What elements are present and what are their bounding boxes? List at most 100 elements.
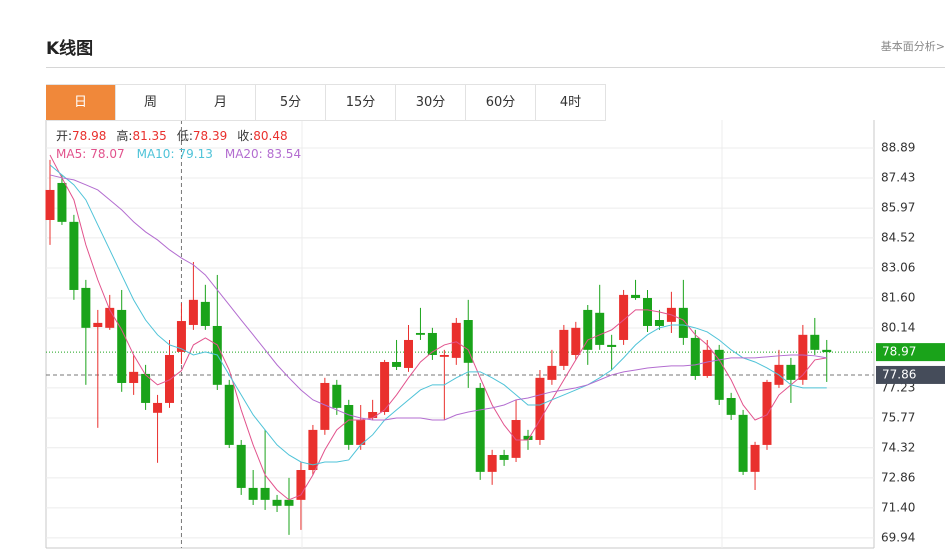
- y-tick-label: 75.77: [881, 410, 915, 424]
- candle-body: [439, 354, 449, 357]
- ohlc-value: 80.48: [253, 129, 287, 143]
- candle-body: [595, 312, 605, 345]
- candle-body: [702, 349, 712, 376]
- ohlc-label: 开:: [56, 129, 72, 143]
- ohlc-value: 81.35: [132, 129, 166, 143]
- period-tab[interactable]: 月: [186, 85, 256, 120]
- candle-body: [320, 382, 330, 430]
- ohlc-value: 78.98: [72, 129, 106, 143]
- candle-body: [690, 337, 700, 376]
- ma-line: [49, 164, 827, 466]
- candle-body: [93, 322, 103, 328]
- candle-body: [296, 470, 306, 500]
- ma-line: [49, 174, 827, 421]
- y-tick-label: 83.06: [881, 260, 915, 274]
- candle-body: [344, 404, 354, 445]
- ma-legend: MA5: 78.07 MA10: 79.13 MA20: 83.54: [56, 147, 301, 161]
- y-tick-label: 72.86: [881, 470, 915, 484]
- y-tick-label: 88.89: [881, 140, 915, 154]
- legend-value: 83.54: [267, 147, 301, 161]
- candle-body: [475, 387, 485, 472]
- candle-body: [631, 294, 641, 298]
- legend-name: MA10:: [137, 147, 175, 161]
- candle-body: [368, 411, 378, 418]
- candle-body: [57, 182, 67, 222]
- candle-body: [547, 365, 557, 380]
- ohlc-label: 收:: [237, 129, 253, 143]
- y-tick-label: 71.40: [881, 500, 915, 514]
- period-tab[interactable]: 30分: [396, 85, 466, 120]
- ohlc-value: 78.39: [193, 129, 227, 143]
- candle-body: [81, 287, 91, 328]
- candle-body: [69, 221, 79, 290]
- candle-body: [153, 402, 163, 413]
- candle-body: [499, 454, 509, 460]
- ohlc-label: 低:: [177, 129, 193, 143]
- candle-body: [236, 444, 246, 488]
- crosshair-price-label: 77.86: [882, 367, 916, 381]
- y-tick-label: 69.94: [881, 530, 915, 544]
- candle-body: [332, 384, 342, 408]
- legend-value: 79.13: [178, 147, 212, 161]
- legend-value: 78.07: [90, 147, 124, 161]
- candle-body: [165, 354, 174, 403]
- period-tab[interactable]: 5分: [256, 85, 326, 120]
- candle-body: [188, 299, 198, 325]
- candle-body: [750, 444, 760, 472]
- period-tabs: 日周月 5分 15分 30分 60分 4时: [46, 84, 606, 121]
- y-tick-label: 81.60: [881, 290, 915, 304]
- ohlc-info: 开:78.98 高:81.35 低:78.39 收:80.48: [56, 128, 288, 143]
- last-price-label: 78.97: [882, 345, 916, 359]
- legend-name: MA20:: [225, 147, 263, 161]
- y-tick-label: 85.97: [881, 201, 915, 215]
- candle-body: [224, 384, 234, 445]
- candle-body: [738, 414, 748, 472]
- legend-name: MA5:: [56, 147, 86, 161]
- candle-body: [415, 332, 425, 335]
- candle-body: [583, 309, 593, 350]
- y-tick-label: 87.43: [881, 171, 915, 185]
- last-price-box: [876, 343, 945, 362]
- candle-body: [427, 332, 437, 355]
- y-tick-label: 80.14: [881, 321, 915, 335]
- candle-body: [356, 420, 366, 445]
- candle-body: [798, 334, 808, 380]
- candle-body: [105, 307, 115, 328]
- candle-body: [308, 429, 318, 471]
- candle-body: [392, 361, 402, 367]
- candle-body: [248, 487, 258, 500]
- period-tab[interactable]: 日: [46, 85, 116, 120]
- candle-body: [619, 294, 629, 340]
- candle-body: [726, 397, 736, 415]
- candle-body: [487, 454, 497, 472]
- period-tab[interactable]: 15分: [326, 85, 396, 120]
- fundamentals-link[interactable]: 基本面分析>: [880, 40, 945, 53]
- candle-body: [200, 301, 210, 326]
- ohlc-label: 高:: [116, 128, 132, 143]
- y-tick-label: 84.52: [881, 230, 915, 244]
- candle-body: [523, 435, 533, 440]
- candle-body: [451, 322, 461, 358]
- candle-body: [129, 371, 139, 383]
- candle-body: [762, 381, 772, 445]
- candle-body: [511, 420, 521, 458]
- candle-body: [643, 297, 652, 326]
- candle-body: [678, 307, 688, 338]
- candle-body: [654, 320, 664, 326]
- candle-body: [380, 361, 390, 412]
- y-tick-label: 74.32: [881, 440, 915, 454]
- period-tab[interactable]: 4时: [536, 85, 606, 120]
- period-tab[interactable]: 周: [116, 85, 186, 120]
- period-tab[interactable]: 60分: [466, 85, 536, 120]
- candle-body: [786, 364, 796, 380]
- candle-body: [822, 349, 832, 353]
- candle-body: [260, 487, 270, 500]
- candle-body: [404, 339, 413, 368]
- candle-body: [463, 320, 473, 363]
- candle-body: [559, 329, 569, 366]
- candle-body: [810, 334, 820, 350]
- candle-body: [535, 377, 545, 440]
- crosshair-price-box: [876, 365, 945, 384]
